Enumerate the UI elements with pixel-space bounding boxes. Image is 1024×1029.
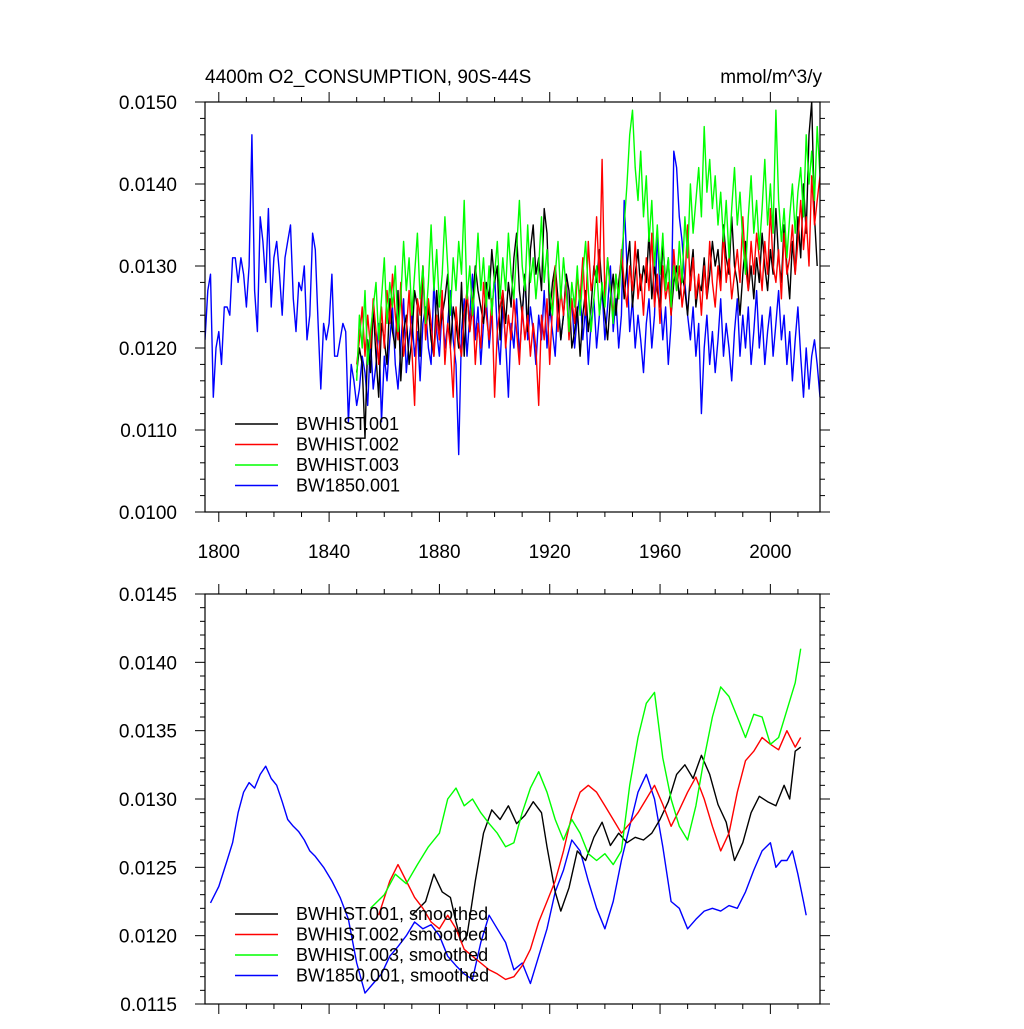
bottom-axes: 0.0115 0.0120 0.0125 0.0130 0.0135 0.0140 0.01… — [119, 584, 830, 1016]
bottom-series-bwhist-001 — [411, 746, 802, 944]
top-x-tick-label: 1960 — [639, 542, 681, 563]
top-legend-label: BWHIST.001 — [296, 414, 399, 434]
top-x-tick-label: 1920 — [529, 542, 571, 563]
top-legend-label: BW1850.001 — [296, 476, 400, 496]
top-series-bwhist-003 — [356, 109, 820, 381]
bottom-series-bwhist-003 — [370, 648, 802, 909]
top-x-tick-label: 1800 — [198, 542, 240, 563]
top-panel: 4400m O2_CONSUMPTION, 90S-44S mmol/m^3/y… — [119, 67, 830, 563]
top-x-tick-label: 1840 — [308, 542, 350, 563]
bottom-legend-label: BWHIST.003, smoothed — [296, 945, 488, 965]
top-plot-frame — [204, 101, 821, 513]
top-legend-label: BWHIST.002 — [296, 435, 399, 455]
bottom-legend-label: BWHIST.001, smoothed — [296, 904, 488, 924]
bottom-y-tick-label: 0.0115 — [120, 995, 177, 1016]
bottom-y-tick-label: 0.0120 — [119, 927, 177, 948]
top-x-tick-label: 2000 — [749, 542, 791, 563]
top-y-tick-label: 0.0140 — [119, 175, 177, 196]
bottom-y-tick-label: 0.0140 — [119, 653, 177, 674]
bottom-y-tick-label: 0.0145 — [119, 585, 177, 606]
top-y-tick-label: 0.0150 — [119, 93, 177, 114]
top-y-tick-label: 0.0120 — [119, 339, 177, 360]
bottom-legend-label: BWHIST.002, smoothed — [296, 925, 488, 945]
top-axes: 1800 1840 1880 1920 1960 2000 0.0100 0.0110 0.01… — [119, 92, 830, 563]
top-series-bwhist-002 — [356, 158, 820, 407]
top-y-tick-label: 0.0100 — [119, 503, 177, 524]
top-y-tick-label: 0.0130 — [119, 257, 177, 278]
bottom-y-tick-label: 0.0135 — [119, 722, 177, 743]
top-x-tick-label: 1880 — [418, 542, 460, 563]
bottom-panel: 0.0115 0.0120 0.0125 0.0130 0.0135 0.0140 0.01… — [119, 584, 830, 1016]
bottom-y-tick-label: 0.0130 — [119, 790, 177, 811]
top-series-bw1850-001 — [205, 134, 820, 456]
bottom-plot-frame — [204, 593, 821, 1005]
top-panel-title: 4400m O2_CONSUMPTION, 90S-44S — [205, 67, 531, 88]
top-panel-units: mmol/m^3/y — [720, 67, 822, 88]
bottom-series-group — [209, 648, 807, 994]
bottom-legend-label: BW1850.001, smoothed — [296, 966, 489, 986]
top-series-group — [205, 102, 820, 456]
top-y-tick-label: 0.0110 — [120, 421, 177, 442]
bottom-series-bw1850-001 — [209, 765, 807, 994]
bottom-y-tick-label: 0.0125 — [119, 858, 177, 879]
top-legend-label: BWHIST.003 — [296, 455, 399, 475]
bottom-series-bwhist-002 — [378, 730, 802, 981]
